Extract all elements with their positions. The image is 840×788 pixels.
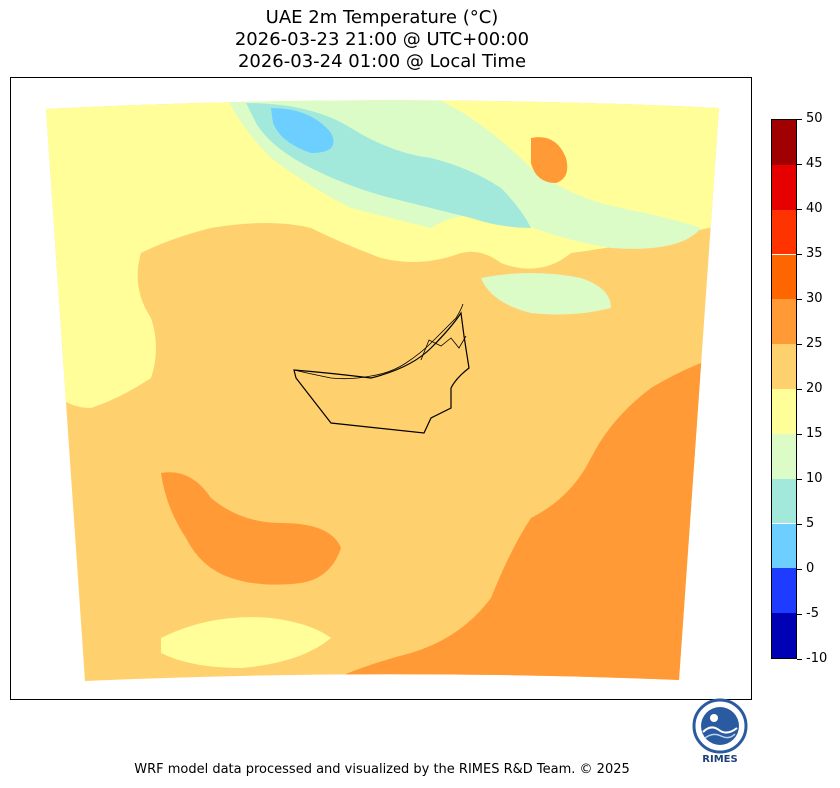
colorbar-tick (797, 254, 802, 255)
colorbar-segment (772, 254, 796, 300)
map-title: UAE 2m Temperature (°C) 2026-03-23 21:00… (0, 7, 764, 73)
colorbar-tick-label: 15 (806, 426, 823, 441)
colorbar-tick-label: -10 (806, 651, 828, 666)
colorbar-tick-label: -5 (806, 606, 819, 621)
temperature-map (46, 100, 719, 681)
temp-band-25-30-southeast (291, 348, 719, 681)
colorbar-segment (772, 120, 796, 165)
uae-coastline (293, 303, 464, 380)
uae-border (293, 311, 470, 434)
colorbar-tick-label: 30 (806, 291, 823, 306)
temp-band-0-5 (271, 108, 334, 153)
title-utc-time: 2026-03-23 21:00 @ UTC+00:00 (234, 29, 530, 50)
colorbar-tick-label: 0 (806, 561, 815, 576)
colorbar-tick (797, 389, 802, 390)
colorbar-tick (797, 569, 802, 570)
colorbar-segment (772, 299, 796, 345)
colorbar-tick (797, 614, 802, 615)
colorbar-segment (772, 523, 796, 569)
rimes-logo: RIMES (689, 698, 751, 768)
temp-band-25-30-southwest (161, 472, 341, 585)
rimes-logo-icon (692, 698, 748, 754)
colorbar-segment (772, 568, 796, 614)
colorbar-tick (797, 299, 802, 300)
footer-credit: WRF model data processed and visualized … (134, 762, 630, 777)
colorbar-segment (772, 613, 796, 658)
colorbar-tick-label: 20 (806, 381, 823, 396)
colorbar-tick (797, 524, 802, 525)
uae-border-east (420, 335, 467, 361)
colorbar-tick (797, 209, 802, 210)
colorbar-tick-label: 45 (806, 156, 823, 171)
colorbar-tick-label: 10 (806, 471, 823, 486)
colorbar-tick (797, 119, 802, 120)
colorbar-tick-label: 35 (806, 246, 823, 261)
colorbar-segment (772, 344, 796, 389)
colorbar-tick-label: 5 (806, 516, 815, 531)
map-frame: RIMES (10, 77, 752, 765)
colorbar-tick (797, 479, 802, 480)
title-local-time: 2026-03-24 01:00 @ Local Time (237, 51, 527, 72)
temp-band-10-15-east (481, 273, 611, 315)
colorbar-tick (797, 344, 802, 345)
colorbar-tick (797, 164, 802, 165)
colorbar-tick-label: 50 (806, 111, 823, 126)
colorbar-segment (772, 164, 796, 210)
colorbar-segment (772, 478, 796, 524)
temp-band-15-20-south (161, 617, 331, 668)
title-variable: UAE 2m Temperature (°C) (265, 7, 499, 28)
colorbar-segment (772, 209, 796, 255)
colorbar-tick-label: 25 (806, 336, 823, 351)
rimes-logo-label: RIMES (702, 754, 738, 765)
colorbar (771, 119, 797, 659)
colorbar-tick (797, 659, 802, 660)
colorbar-segment (772, 433, 796, 479)
colorbar-tick-label: 40 (806, 201, 823, 216)
temp-band-25-30-northeast (531, 137, 568, 183)
colorbar-segment (772, 389, 796, 434)
colorbar-tick (797, 434, 802, 435)
